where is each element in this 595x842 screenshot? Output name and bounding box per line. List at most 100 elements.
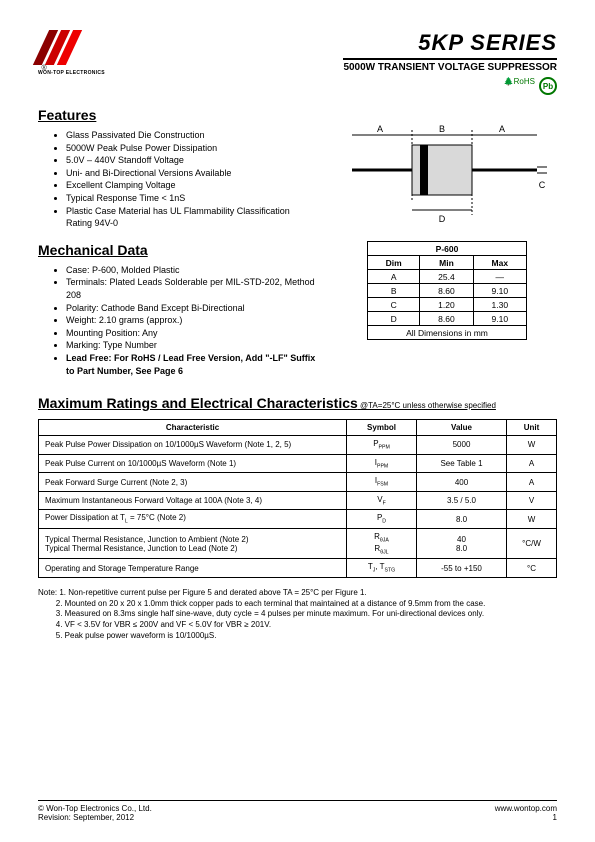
package-diagram: A B A C D (337, 95, 557, 235)
rt-cell: 400 (417, 473, 507, 492)
dim-cell: 1.20 (420, 298, 473, 312)
rt-cell: A (507, 473, 557, 492)
dim-cell: C (368, 298, 420, 312)
rt-hdr: Symbol (347, 420, 417, 436)
note-item: 3. Measured on 8.3ms single half sine-wa… (56, 609, 484, 618)
rt-hdr: Value (417, 420, 507, 436)
revision: Revision: September, 2012 (38, 813, 134, 822)
ratings-title-text: Maximum Ratings and Electrical Character… (38, 395, 358, 411)
rt-cell: °C (507, 559, 557, 578)
page-footer: © Won-Top Electronics Co., Ltd. Revision… (38, 800, 557, 822)
ratings-table: Characteristic Symbol Value Unit Peak Pu… (38, 419, 557, 578)
copyright: © Won-Top Electronics Co., Ltd. (38, 804, 152, 813)
dim-cell: A (368, 270, 420, 284)
rt-cell: VF (347, 491, 417, 510)
series-title: 5KP SERIES (343, 30, 557, 56)
dim-cell: — (473, 270, 526, 284)
dim-cell: 1.30 (473, 298, 526, 312)
logo-block: ® WON-TOP ELECTRONICS (38, 30, 105, 76)
mechanical-item: Terminals: Plated Leads Solderable per M… (66, 276, 317, 301)
mechanical-item-bold: Lead Free: For RoHS / Lead Free Version,… (66, 353, 315, 376)
rt-cell: Peak Pulse Power Dissipation on 10/1000µ… (39, 436, 347, 455)
feature-item: Glass Passivated Die Construction (66, 129, 317, 142)
dim-cell: 25.4 (420, 270, 473, 284)
dim-hdr: Dim (368, 256, 420, 270)
features-list: Glass Passivated Die Construction 5000W … (38, 129, 317, 230)
mechanical-heading: Mechanical Data (38, 242, 317, 258)
rt-cell: W (507, 510, 557, 529)
dim-cell: B (368, 284, 420, 298)
svg-text:C: C (539, 180, 546, 190)
rt-cell: A (507, 454, 557, 473)
registered-mark: ® (41, 65, 46, 72)
rt-cell: IPPM (347, 454, 417, 473)
dim-table-title: P-600 (368, 242, 527, 256)
footer-left: © Won-Top Electronics Co., Ltd. Revision… (38, 804, 152, 822)
dim-hdr: Min (420, 256, 473, 270)
ratings-heading: Maximum Ratings and Electrical Character… (38, 395, 557, 411)
rt-hdr: Characteristic (39, 420, 347, 436)
dim-table-footer: All Dimensions in mm (368, 326, 527, 340)
rt-cell: W (507, 436, 557, 455)
rt-cell: 408.0 (417, 529, 507, 559)
dim-cell: 9.10 (473, 284, 526, 298)
rt-cell: Peak Forward Surge Current (Note 2, 3) (39, 473, 347, 492)
note-item: 2. Mounted on 20 x 20 x 1.0mm thick copp… (56, 599, 486, 608)
mechanical-item: Polarity: Cathode Band Except Bi-Directi… (66, 302, 317, 315)
dim-hdr: Max (473, 256, 526, 270)
pb-free-icon: Pb (539, 77, 557, 95)
mechanical-item: Weight: 2.10 grams (approx.) (66, 314, 317, 327)
notes-label: Note: (38, 588, 57, 597)
feature-item: 5000W Peak Pulse Power Dissipation (66, 142, 317, 155)
rt-cell: 3.5 / 5.0 (417, 491, 507, 510)
dim-cell: 8.60 (420, 284, 473, 298)
rt-hdr: Unit (507, 420, 557, 436)
svg-text:B: B (439, 124, 445, 134)
rt-cell: TJ, TSTG (347, 559, 417, 578)
features-heading: Features (38, 107, 317, 123)
svg-text:A: A (377, 124, 383, 134)
rt-cell: IFSM (347, 473, 417, 492)
ratings-condition: @TA=25°C unless otherwise specified (358, 401, 496, 410)
compliance-badges: 🌲RoHS Pb (343, 77, 557, 95)
feature-item: Plastic Case Material has UL Flammabilit… (66, 205, 317, 230)
page-number: 1 (553, 813, 557, 822)
footer-right: www.wontop.com 1 (495, 804, 557, 822)
mechanical-list: Case: P-600, Molded Plastic Terminals: P… (38, 264, 317, 377)
rt-cell: -55 to +150 (417, 559, 507, 578)
note-item: 5. Peak pulse power waveform is 10/1000µ… (56, 631, 217, 640)
feature-item: 5.0V – 440V Standoff Voltage (66, 154, 317, 167)
feature-item: Uni- and Bi-Directional Versions Availab… (66, 167, 317, 180)
company-logo-icon: ® (41, 30, 101, 68)
page-header: ® WON-TOP ELECTRONICS 5KP SERIES 5000W T… (38, 30, 557, 95)
dim-cell: 8.60 (420, 312, 473, 326)
rt-cell: Typical Thermal Resistance, Junction to … (39, 529, 347, 559)
rt-cell: See Table 1 (417, 454, 507, 473)
rohs-icon: 🌲RoHS (504, 77, 535, 95)
dimension-table: P-600 Dim Min Max A25.4— B8.609.10 C1.20… (367, 241, 527, 340)
svg-text:D: D (439, 214, 446, 224)
note-item: 4. VF < 3.5V for VBR ≤ 200V and VF < 5.0… (56, 620, 271, 629)
feature-item: Typical Response Time < 1nS (66, 192, 317, 205)
subtitle: 5000W TRANSIENT VOLTAGE SUPPRESSOR (343, 58, 557, 73)
mechanical-item: Case: P-600, Molded Plastic (66, 264, 317, 277)
feature-item: Excellent Clamping Voltage (66, 179, 317, 192)
svg-text:A: A (499, 124, 505, 134)
rt-cell: V (507, 491, 557, 510)
dim-cell: D (368, 312, 420, 326)
rt-cell: Peak Pulse Current on 10/1000µS Waveform… (39, 454, 347, 473)
rt-cell: Power Dissipation at TL = 75°C (Note 2) (39, 510, 347, 529)
mechanical-item: Lead Free: For RoHS / Lead Free Version,… (66, 352, 317, 377)
rt-cell: RθJARθJL (347, 529, 417, 559)
rt-cell: Operating and Storage Temperature Range (39, 559, 347, 578)
notes-block: Note: 1. Non-repetitive current pulse pe… (38, 588, 557, 642)
title-block: 5KP SERIES 5000W TRANSIENT VOLTAGE SUPPR… (343, 30, 557, 95)
note-item: 1. Non-repetitive current pulse per Figu… (59, 588, 366, 597)
mechanical-item: Marking: Type Number (66, 339, 317, 352)
rt-cell: °C/W (507, 529, 557, 559)
rt-cell: 8.0 (417, 510, 507, 529)
mechanical-item: Mounting Position: Any (66, 327, 317, 340)
rt-cell: PD (347, 510, 417, 529)
dim-cell: 9.10 (473, 312, 526, 326)
rt-cell: Maximum Instantaneous Forward Voltage at… (39, 491, 347, 510)
